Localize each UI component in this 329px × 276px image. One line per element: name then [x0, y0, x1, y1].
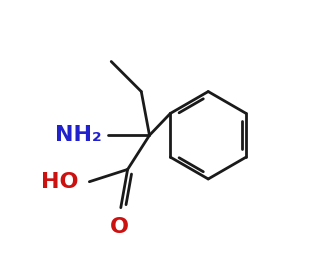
- Text: O: O: [110, 217, 129, 237]
- Text: HO: HO: [40, 172, 78, 192]
- Text: NH₂: NH₂: [55, 125, 102, 145]
